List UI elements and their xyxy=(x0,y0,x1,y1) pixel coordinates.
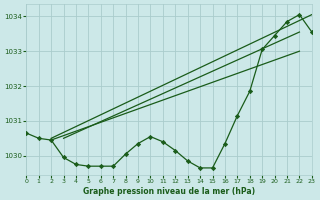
X-axis label: Graphe pression niveau de la mer (hPa): Graphe pression niveau de la mer (hPa) xyxy=(83,187,255,196)
